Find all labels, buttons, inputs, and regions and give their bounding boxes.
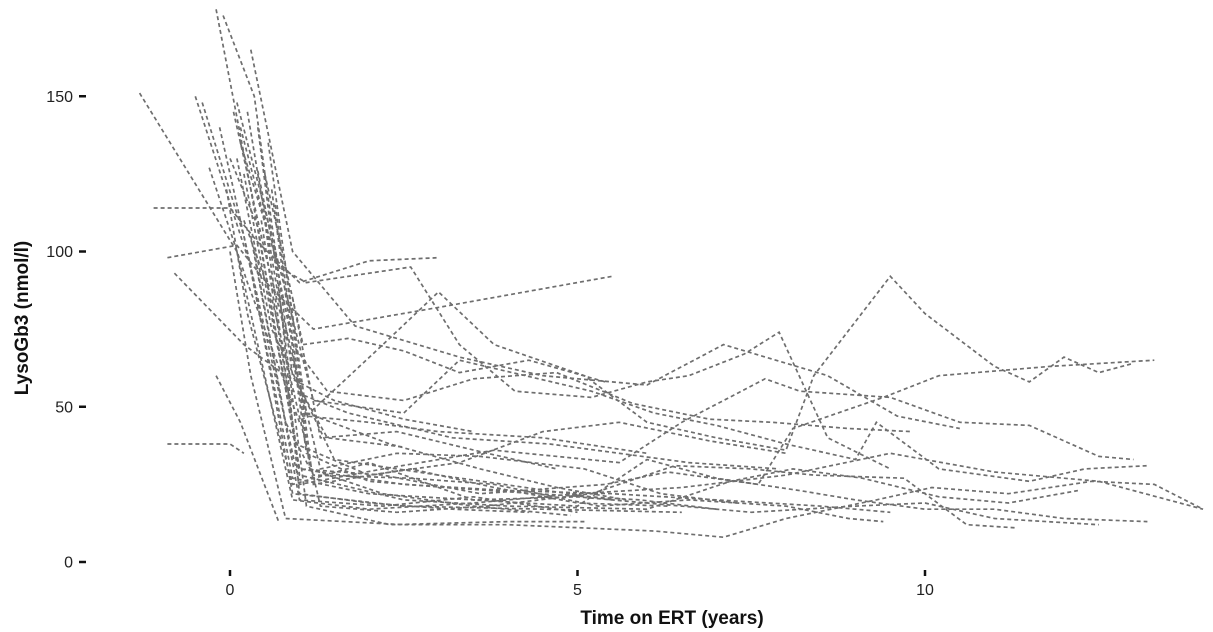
x-tick-label-5: 5 xyxy=(573,582,582,599)
x-tick-label-0: 0 xyxy=(226,582,235,599)
series-line-32 xyxy=(270,189,717,511)
x-axis-title: Time on ERT (years) xyxy=(580,608,763,629)
series-line-35 xyxy=(284,266,668,507)
series-line-10 xyxy=(215,9,891,514)
series-line-4 xyxy=(167,443,245,455)
series-line-3 xyxy=(167,244,613,331)
series-line-16 xyxy=(232,111,648,455)
x-tick-label-10: 10 xyxy=(916,582,934,599)
series-line-28 xyxy=(256,170,912,433)
series-line-23 xyxy=(246,111,738,504)
x-axis: 0 5 10 xyxy=(226,570,934,599)
series-line-24 xyxy=(249,49,960,430)
y-axis-title: LysoGb3 (nmol/l) xyxy=(12,241,33,395)
series-line-13 xyxy=(225,189,1148,523)
y-axis: 0 50 100 150 xyxy=(46,89,86,572)
series-line-9 xyxy=(215,375,280,522)
series-line-17 xyxy=(236,102,1148,483)
series-line-1 xyxy=(138,92,1204,511)
series-line-7 xyxy=(201,102,1099,526)
y-tick-label-150: 150 xyxy=(46,89,73,106)
series-line-33 xyxy=(274,204,571,517)
y-tick-label-0: 0 xyxy=(64,555,73,572)
series-line-6 xyxy=(194,96,682,514)
series-line-34 xyxy=(277,282,529,514)
series-line-11 xyxy=(218,127,1134,486)
series-line-21 xyxy=(243,220,1016,529)
series-line-5 xyxy=(173,272,474,433)
series-line-12 xyxy=(222,15,404,448)
series-line-36 xyxy=(291,297,557,470)
y-tick-label-50: 50 xyxy=(55,399,73,416)
series-line-20 xyxy=(239,142,891,470)
series-line-30 xyxy=(263,173,606,383)
series-line-18 xyxy=(236,158,613,501)
series-line-19 xyxy=(239,127,1079,511)
series-line-27 xyxy=(256,127,585,526)
series-line-8 xyxy=(208,167,1134,452)
series-lines xyxy=(138,9,1204,539)
series-line-31 xyxy=(267,142,627,501)
series-line-2 xyxy=(153,207,439,284)
series-line-14 xyxy=(229,158,1155,495)
series-line-15 xyxy=(229,251,1204,539)
y-tick-label-100: 100 xyxy=(46,244,73,261)
series-line-22 xyxy=(243,173,780,470)
